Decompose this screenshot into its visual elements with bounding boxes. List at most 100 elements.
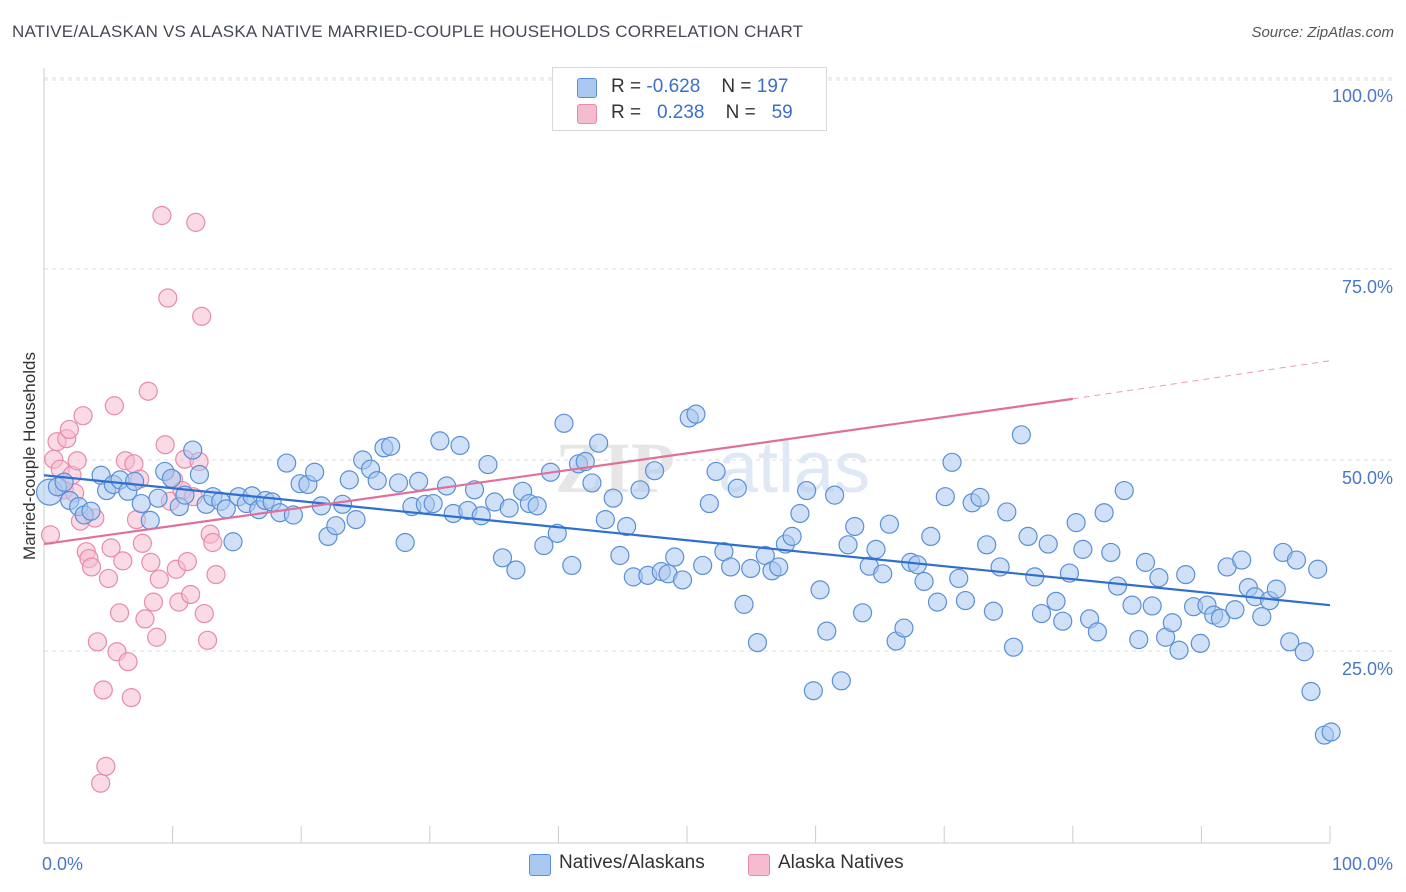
pink-point <box>118 652 138 672</box>
legend-r-value: -0.628 <box>646 76 701 97</box>
blue-point <box>1018 526 1038 547</box>
blue-point <box>838 535 858 555</box>
blue-point <box>183 440 203 460</box>
blue-point <box>381 436 401 456</box>
blue-point <box>131 493 151 514</box>
blue-point <box>161 468 182 488</box>
trend-lines <box>43 360 1331 607</box>
blue-point <box>1149 568 1169 588</box>
blue-point <box>305 462 325 482</box>
pink-point <box>67 451 87 471</box>
pink-point <box>132 533 152 553</box>
blue-point <box>852 603 873 623</box>
blue-point <box>478 454 498 475</box>
blue-point <box>1003 637 1024 657</box>
pink-point <box>186 212 206 232</box>
blue-point <box>741 558 761 579</box>
legend-n-value: 59 <box>771 102 793 123</box>
blue-point <box>747 632 768 653</box>
blue-point <box>699 493 719 514</box>
blue-point <box>734 594 754 614</box>
legend-n-value: 197 <box>756 76 789 97</box>
blue-point <box>1294 642 1314 662</box>
legend-n-label: N = <box>721 76 752 97</box>
pink-point <box>138 381 158 401</box>
blue-point <box>1225 600 1245 620</box>
blue-point <box>277 453 297 473</box>
blue-point <box>1142 596 1162 616</box>
blue-point <box>582 473 602 493</box>
pink-point <box>96 756 116 776</box>
blue-trend-line <box>43 474 1331 607</box>
blue-point <box>914 571 934 592</box>
blue-point <box>797 480 817 501</box>
blue-point <box>1107 576 1128 596</box>
blue-point <box>706 461 726 482</box>
blue-point <box>346 509 366 530</box>
pink-trend-extension <box>1072 360 1331 400</box>
pink-point <box>81 557 102 577</box>
blue-point <box>610 545 630 566</box>
pink-point <box>141 552 161 572</box>
pink-swatch <box>748 854 770 876</box>
blue-point <box>492 548 513 568</box>
y-tick-label: 100.0% <box>1332 86 1393 106</box>
x-tick-label: 0.0% <box>42 854 83 874</box>
pink-point <box>155 435 175 455</box>
blue-point <box>140 510 160 530</box>
blue-point <box>617 516 637 537</box>
blue-point <box>803 681 823 701</box>
blue-point <box>388 473 409 493</box>
blue-point <box>810 580 830 600</box>
blue-point <box>894 618 914 638</box>
legend-label: Natives/Alaskans <box>559 852 705 873</box>
blue-point <box>547 523 567 543</box>
y-axis-label: Married-couple Households <box>20 352 39 560</box>
axes <box>43 68 1331 844</box>
legend-n-label: N = <box>725 102 756 123</box>
pink-point <box>143 592 164 612</box>
blue-point <box>721 557 741 577</box>
blue-point <box>927 592 948 612</box>
blue-point <box>1031 603 1052 624</box>
blue-point <box>562 555 582 576</box>
pink-point <box>59 419 79 440</box>
blue-point <box>423 493 443 514</box>
blue-point <box>1210 608 1231 628</box>
blue-point <box>1122 595 1142 615</box>
chart-title: NATIVE/ALASKAN VS ALASKA NATIVE MARRIED-… <box>12 22 804 41</box>
blue-swatch <box>529 854 551 876</box>
blue-point <box>450 435 470 456</box>
blue-point <box>997 502 1017 522</box>
blue-point <box>1129 629 1149 650</box>
blue-point <box>339 470 359 490</box>
y-tick-label: 50.0% <box>1342 468 1393 488</box>
legend-r-label: R = <box>611 102 642 123</box>
blue-point <box>603 488 623 508</box>
y-tick-label: 25.0% <box>1342 659 1393 679</box>
correlation-legend: R = -0.628 N = 197 R = 0.238 N = 59 <box>552 67 827 131</box>
blue-point <box>1169 640 1189 660</box>
pink-point <box>135 609 155 629</box>
blue-point <box>921 526 941 547</box>
pink-point <box>149 569 169 589</box>
pink-point <box>109 603 130 623</box>
blue-point <box>1066 513 1086 533</box>
blue-point <box>866 539 886 559</box>
pink-point <box>87 632 107 652</box>
blue-point <box>790 503 810 524</box>
blue-point <box>693 555 713 576</box>
blue-point <box>430 431 450 451</box>
blue-point <box>1114 480 1134 501</box>
pink-point <box>104 396 124 416</box>
blue-point <box>845 516 865 537</box>
grid <box>44 77 1392 652</box>
blue-point <box>1087 622 1108 642</box>
pink-point <box>121 688 141 708</box>
source-label: Source: ZipAtlas.com <box>1251 24 1394 41</box>
blue-point <box>409 471 429 491</box>
blue-point <box>942 452 962 472</box>
blue-point <box>1232 550 1252 570</box>
blue-point <box>1266 579 1286 599</box>
